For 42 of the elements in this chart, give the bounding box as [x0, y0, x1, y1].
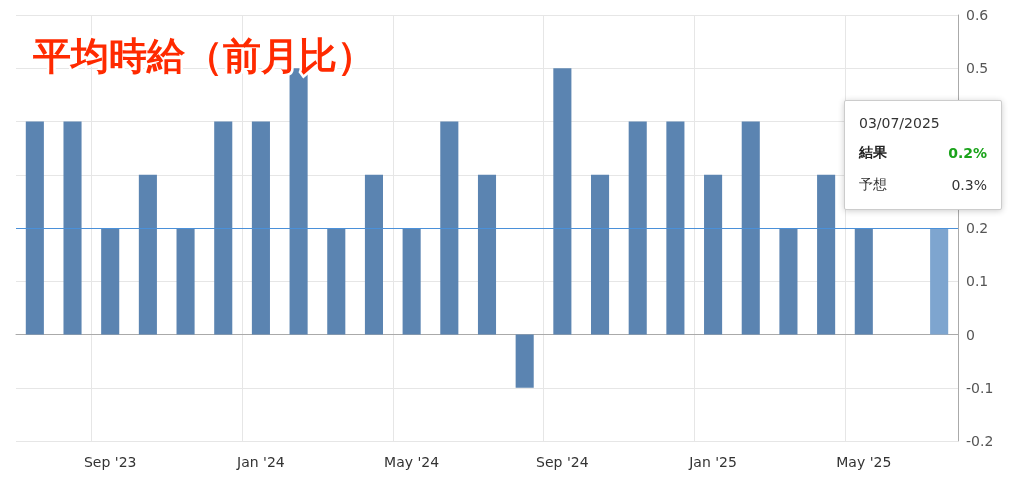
x-tick-label: Sep '24 [536, 454, 589, 470]
text: 平均時給（前月比） [32, 33, 375, 78]
annotation: 0.2% [948, 145, 987, 161]
bar [440, 121, 459, 335]
bar [251, 121, 270, 335]
x-tick-label: May '25 [836, 454, 892, 470]
bar [402, 228, 421, 335]
bar [779, 228, 798, 335]
x-tick-label: Jan '25 [688, 454, 737, 470]
y-tick-label: 0.5 [966, 60, 989, 77]
x-tick-label: May '24 [384, 454, 440, 470]
y-tick-label: 0.1 [966, 273, 989, 290]
bar [854, 228, 873, 335]
y-tick-label: 0 [966, 326, 975, 343]
bar [25, 121, 44, 335]
bar [704, 174, 723, 335]
x-tick-label: Jan '24 [236, 454, 285, 470]
bar [628, 121, 647, 335]
bar [553, 68, 572, 335]
bar [176, 228, 195, 335]
y-tick-label: -0.2 [966, 433, 994, 449]
annotation: 結果 [859, 144, 887, 162]
bar [666, 121, 685, 335]
bar [591, 174, 610, 335]
bar [817, 174, 836, 335]
bar [741, 121, 760, 335]
y-tick-label: 0.6 [966, 7, 989, 23]
bar [214, 121, 233, 335]
bar [138, 174, 157, 335]
bar [477, 174, 497, 335]
bar [364, 174, 383, 335]
annotation: 予想 [859, 176, 887, 194]
y-tick-label: -0.1 [966, 379, 994, 396]
bar [101, 228, 120, 335]
bar [515, 334, 534, 388]
annotation: 03/07/2025 [859, 114, 941, 133]
bar [327, 228, 346, 335]
bar [930, 228, 949, 335]
y-tick-label: 0.2 [966, 220, 989, 236]
annotation: 0.3% [951, 177, 987, 193]
x-tick-label: Sep '23 [83, 454, 137, 470]
bar [63, 121, 82, 335]
